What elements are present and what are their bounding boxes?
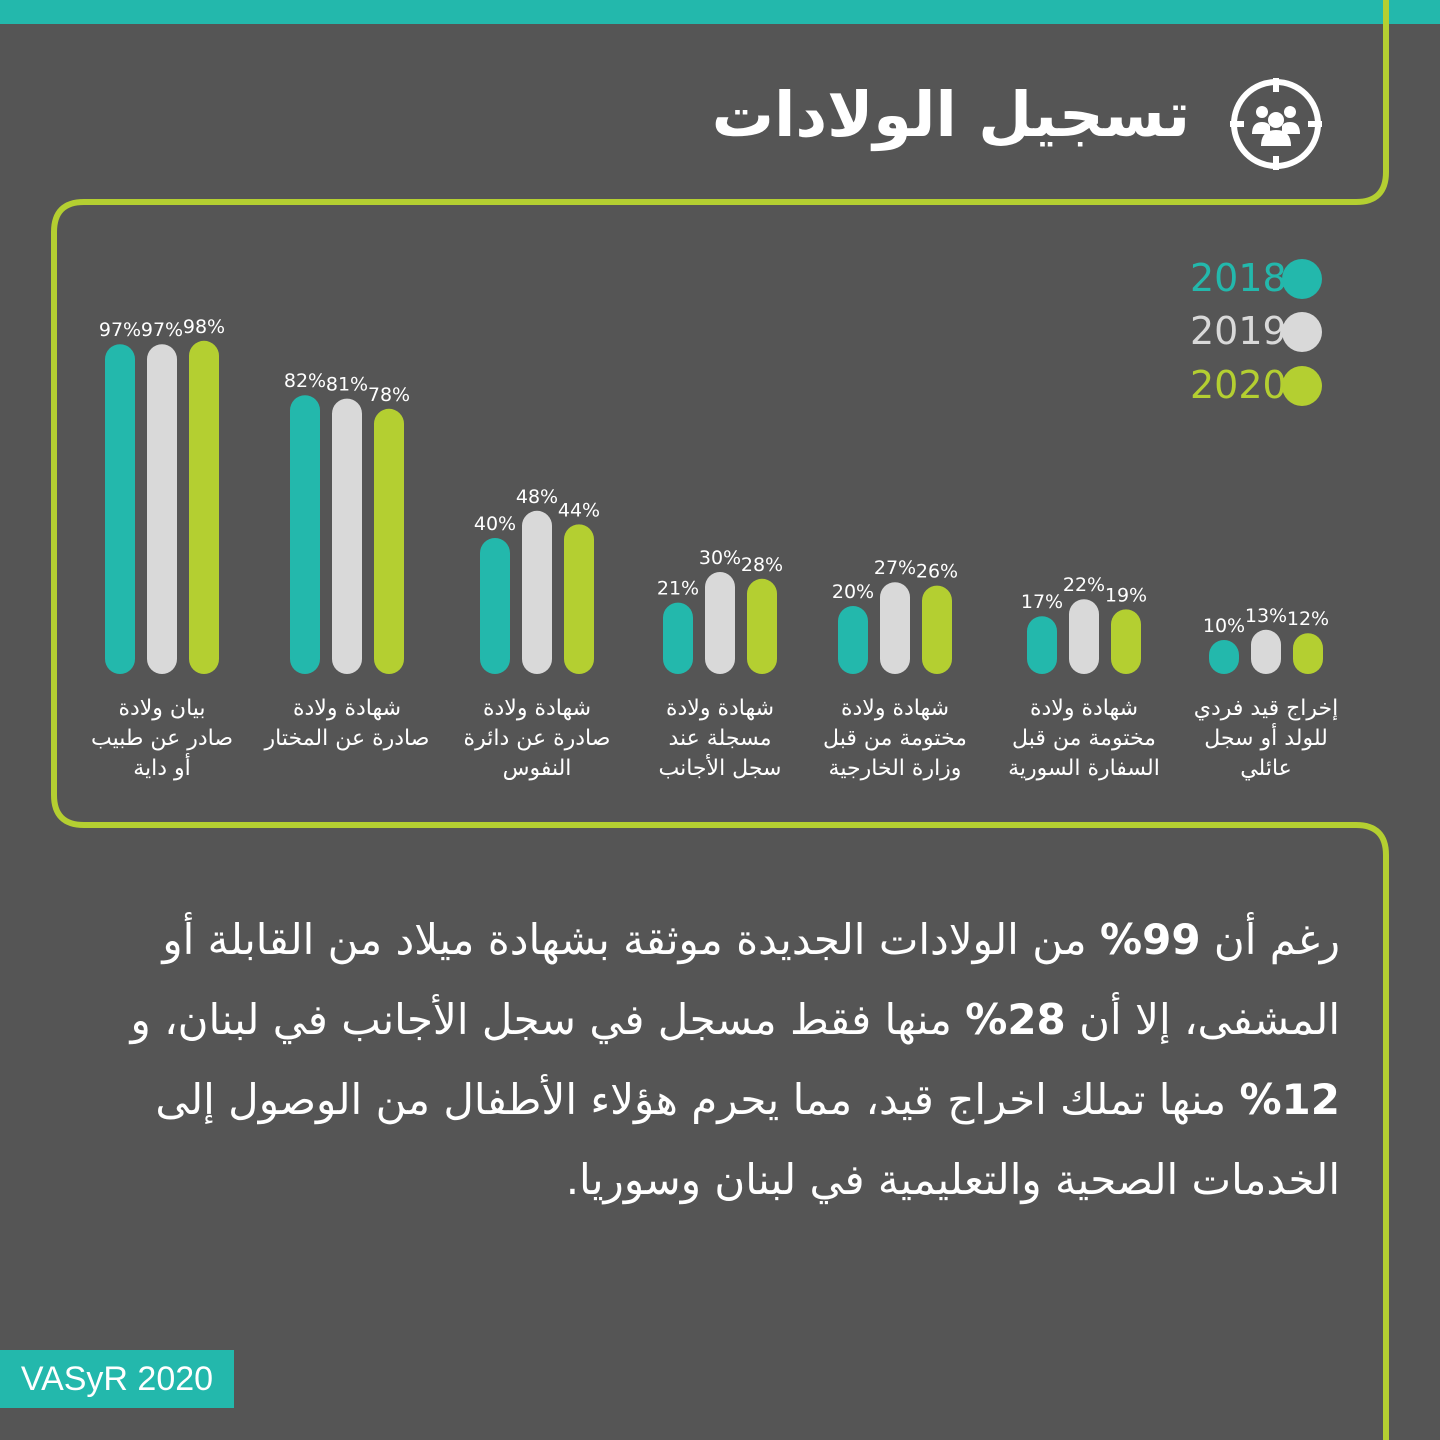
legend-dot	[1282, 366, 1322, 406]
category-label-line: أو داية	[133, 756, 191, 781]
bar-2019-cat-4	[705, 572, 735, 674]
category-label-line: شهادة ولادة	[1029, 696, 1139, 721]
category-label-3: شهادة ولادة صادرة عن دائرة النفوس	[437, 694, 637, 784]
category-label-line: شهادة ولادة	[840, 696, 950, 721]
category-label-line: بيان ولادة	[118, 696, 206, 721]
legend-label: 2019	[1190, 309, 1287, 353]
category-label-line: شهادة ولادة	[292, 696, 402, 721]
note-text: منها تملك اخراج قيد، مما يحرم هؤلاء الأط…	[155, 1075, 1340, 1204]
category-label-line: صادرة عن المختار	[264, 726, 430, 751]
value-label-2018-cat-4: 21%	[657, 578, 699, 600]
category-label-line: إخراج قيد فردي	[1193, 696, 1339, 721]
value-label-2019-cat-1: 97%	[141, 319, 183, 341]
note-highlight-12: 12%	[1239, 1075, 1340, 1124]
bar-2020-cat-6	[1111, 609, 1141, 674]
category-label-line: للولد أو سجل	[1204, 726, 1328, 751]
legend-label: 2020	[1190, 363, 1287, 407]
note-text: رغم أن	[1200, 915, 1340, 964]
category-label-4: شهادة ولادة مسجلة عند سجل الأجانب	[620, 694, 820, 784]
bar-2018-cat-5	[838, 606, 868, 674]
bar-2018-cat-6	[1027, 616, 1057, 674]
category-label-line: السفارة السورية	[1008, 756, 1160, 781]
legend-label: 2018	[1190, 256, 1287, 300]
value-label-2019-cat-4: 30%	[699, 547, 741, 569]
bar-2018-cat-3	[480, 538, 510, 674]
people-target-icon	[1230, 78, 1322, 170]
bar-2020-cat-2	[374, 408, 404, 674]
bar-2020-cat-3	[564, 524, 594, 674]
category-label-1: بيان ولادة صادر عن طبيب أو داية	[62, 694, 262, 784]
bar-2019-cat-6	[1069, 599, 1099, 674]
bar-2020-cat-5	[922, 585, 952, 674]
legend-item-2019: 2019	[1150, 309, 1330, 355]
bar-2018-cat-2	[290, 395, 320, 674]
value-label-2020-cat-3: 44%	[558, 499, 600, 521]
category-label-5: شهادة ولادة مختومة من قبل وزارة الخارجية	[795, 694, 995, 784]
bar-2020-cat-7	[1293, 633, 1323, 674]
category-label-line: مختومة من قبل	[823, 726, 967, 751]
bar-2019-cat-2	[332, 398, 362, 674]
category-label-line: صادرة عن دائرة	[463, 726, 611, 751]
value-label-2019-cat-2: 81%	[326, 374, 368, 396]
page-title: تسجيل الولادات	[711, 78, 1190, 151]
value-label-2019-cat-3: 48%	[516, 486, 558, 508]
value-label-2018-cat-6: 17%	[1021, 591, 1063, 613]
value-label-2020-cat-6: 19%	[1105, 584, 1147, 606]
category-label-line: مسجلة عند	[668, 726, 772, 751]
bar-2020-cat-4	[747, 578, 777, 674]
legend-item-2020: 2020	[1150, 363, 1330, 409]
value-label-2020-cat-5: 26%	[916, 561, 958, 583]
bar-2019-cat-7	[1251, 629, 1281, 674]
bar-chart: 97% 97% 98%82% 81% 78%40%48%44%21%30% 28%20%2…	[99, 316, 1329, 674]
value-label-2019-cat-6: 22%	[1063, 574, 1105, 596]
category-label-6: شهادة ولادة مختومة من قبل السفارة السورية	[984, 694, 1184, 784]
category-label-line: عائلي	[1240, 756, 1292, 781]
category-label-line: سجل الأجانب	[658, 756, 782, 781]
category-label-line: النفوس	[502, 756, 572, 781]
source-badge: VASyR 2020	[0, 1350, 234, 1408]
value-label-2018-cat-2: 82%	[284, 370, 326, 392]
bar-2020-cat-1	[189, 340, 219, 674]
legend-item-2018: 2018	[1150, 256, 1330, 302]
value-label-2020-cat-2: 78%	[368, 384, 410, 406]
source-label: VASyR 2020	[20, 1360, 214, 1398]
top-accent-strip	[0, 0, 1440, 24]
value-label-2020-cat-1: 98%	[183, 316, 225, 338]
note-highlight-28: 28%	[965, 995, 1066, 1044]
category-label-2: شهادة ولادة صادرة عن المختار	[247, 694, 447, 754]
value-label-2020-cat-7: 12%	[1287, 608, 1329, 630]
legend-dot	[1282, 312, 1322, 352]
value-label-2019-cat-7: 13%	[1245, 605, 1287, 627]
value-label-2020-cat-4: 28%	[741, 554, 783, 576]
category-label-line: شهادة ولادة	[665, 696, 775, 721]
note-text: من الولادات الجديدة موثقة بشهادة ميلاد م…	[162, 915, 1340, 1044]
category-label-7: إخراج قيد فردي للولد أو سجل عائلي	[1166, 694, 1366, 784]
bar-2019-cat-3	[522, 510, 552, 674]
summary-paragraph: رغم أن 99% من الولادات الجديدة موثقة بشه…	[60, 900, 1340, 1220]
bar-2019-cat-5	[880, 582, 910, 674]
value-label-2018-cat-1: 97%	[99, 319, 141, 341]
category-label-line: مختومة من قبل	[1012, 726, 1156, 751]
value-label-2018-cat-5: 20%	[832, 581, 874, 603]
value-label-2019-cat-5: 27%	[874, 557, 916, 579]
legend-dot	[1282, 259, 1322, 299]
note-text: منها فقط مسجل في سجل الأجانب في لبنان، و	[130, 995, 966, 1044]
bar-2018-cat-4	[663, 602, 693, 674]
category-label-line: شهادة ولادة	[482, 696, 592, 721]
value-label-2018-cat-7: 10%	[1203, 615, 1245, 637]
bar-2019-cat-1	[147, 344, 177, 674]
value-label-2018-cat-3: 40%	[474, 513, 516, 535]
note-highlight-99: 99%	[1100, 915, 1201, 964]
category-label-line: صادر عن طبيب	[90, 726, 234, 751]
category-label-line: وزارة الخارجية	[828, 756, 962, 781]
bar-2018-cat-1	[105, 344, 135, 674]
bar-2018-cat-7	[1209, 640, 1239, 674]
